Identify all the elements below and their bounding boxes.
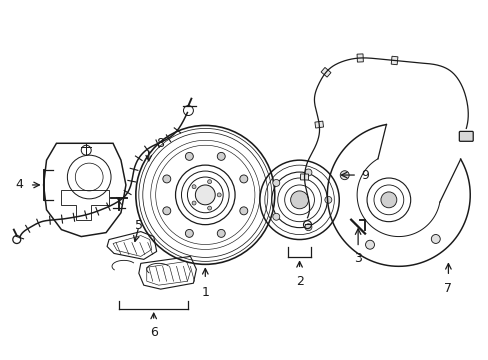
Circle shape — [217, 229, 225, 237]
Circle shape — [185, 229, 193, 237]
Text: 5: 5 — [135, 219, 142, 232]
Text: 8: 8 — [155, 137, 163, 150]
Circle shape — [324, 196, 331, 203]
FancyBboxPatch shape — [458, 131, 472, 141]
Circle shape — [239, 175, 247, 183]
Circle shape — [185, 152, 193, 160]
Polygon shape — [390, 56, 397, 65]
Polygon shape — [300, 174, 308, 180]
Circle shape — [163, 207, 170, 215]
Circle shape — [163, 175, 170, 183]
Circle shape — [239, 207, 247, 215]
Text: 7: 7 — [444, 282, 451, 295]
Polygon shape — [356, 54, 363, 62]
Text: 9: 9 — [360, 168, 368, 181]
Circle shape — [290, 191, 308, 209]
Circle shape — [272, 179, 279, 186]
Text: 6: 6 — [149, 326, 157, 339]
Circle shape — [380, 192, 396, 208]
Circle shape — [207, 180, 211, 184]
Circle shape — [192, 201, 196, 205]
Circle shape — [272, 213, 279, 220]
Polygon shape — [314, 121, 323, 128]
Text: 4: 4 — [16, 179, 24, 192]
Text: 3: 3 — [353, 252, 361, 265]
Circle shape — [217, 152, 225, 160]
Circle shape — [430, 234, 439, 243]
Circle shape — [365, 240, 374, 249]
Circle shape — [192, 185, 196, 189]
Circle shape — [195, 185, 215, 205]
Text: 2: 2 — [295, 275, 303, 288]
Circle shape — [305, 169, 311, 176]
Text: 1: 1 — [201, 286, 209, 299]
Circle shape — [207, 206, 211, 210]
Circle shape — [217, 193, 221, 197]
Circle shape — [305, 224, 311, 231]
Polygon shape — [321, 67, 330, 77]
Circle shape — [340, 171, 348, 180]
